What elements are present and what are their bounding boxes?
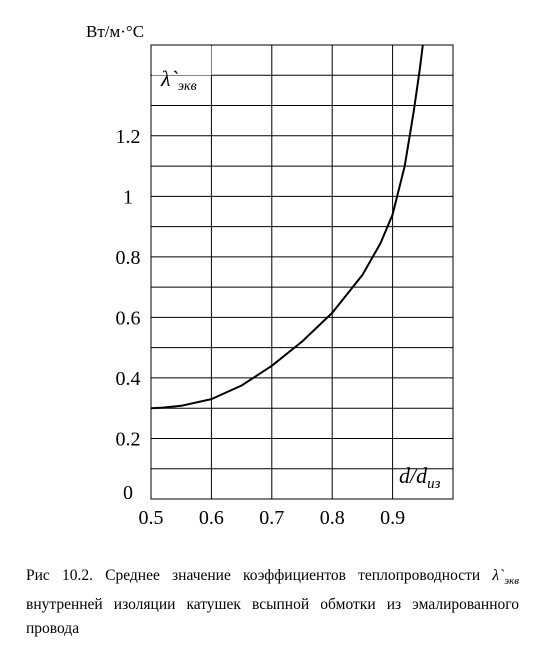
x-tick-label: 0.7: [259, 507, 284, 529]
y-tick-label: 1.2: [116, 126, 141, 148]
y-tick-label: 0.6: [116, 307, 141, 329]
y-tick-label: 0: [123, 482, 133, 504]
y-tick-label: 0.8: [116, 247, 141, 269]
y-tick-label: 0.2: [116, 428, 141, 450]
caption-prefix: Рис 10.2. Среднее значение коэффициентов…: [26, 567, 481, 584]
y-tick-label: 0.4: [116, 368, 141, 390]
chart: 0.5 0.6 0.7 0.8 0.9 0 0.2 0.4 0.6 0.8 1 1.2 Вт/м·°…: [86, 22, 454, 529]
x-tick-label: 0.8: [320, 507, 345, 529]
x-tick-label: 0.9: [380, 507, 405, 529]
y-label-background: [152, 46, 212, 76]
chart-series: [150, 44, 424, 410]
series-line: [150, 44, 424, 410]
caption-suffix: внутренней изоляции катушек всыпной обмо…: [26, 596, 519, 638]
y-tick-label: 1: [123, 186, 133, 208]
plot-frame: [150, 44, 454, 500]
figure-caption: Рис 10.2. Среднее значение коэффициентов…: [26, 564, 519, 641]
x-label-background: [393, 469, 452, 498]
x-tick-labels: 0.5 0.6 0.7 0.8 0.9: [139, 507, 406, 529]
y-axis-unit: Вт/м·°С: [86, 22, 144, 41]
y-tick-labels: 0 0.2 0.4 0.6 0.8 1 1.2: [116, 126, 141, 504]
caption-symbol: λ`экв: [492, 567, 519, 588]
y-axis-label: λ`экв: [160, 66, 197, 94]
chart-grid: [151, 45, 453, 499]
x-tick-label: 0.5: [139, 507, 164, 529]
x-axis-label: d/dиз: [399, 463, 441, 492]
x-tick-label: 0.6: [199, 507, 224, 529]
